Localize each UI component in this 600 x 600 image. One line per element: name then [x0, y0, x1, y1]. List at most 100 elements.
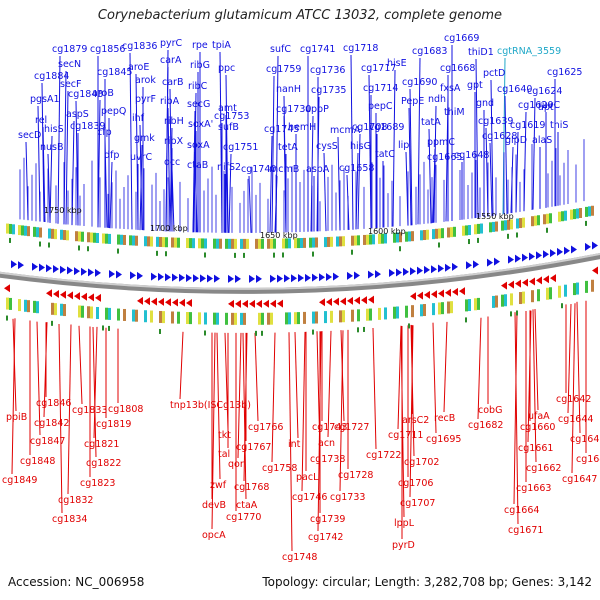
reverse-feature-block: [267, 312, 270, 325]
forward-gene-arrow: [466, 261, 472, 270]
forward-gene-label: uppP: [305, 104, 329, 115]
forward-gene-arrow: [11, 260, 17, 269]
forward-feature-block: [90, 232, 93, 243]
forward-feature-block: [81, 231, 84, 242]
forward-gene-label: sufC: [270, 44, 291, 55]
reverse-gene-arrow: [347, 296, 353, 305]
kbp-marker-1550: 1550 kbp: [476, 212, 514, 221]
forward-gene-label: cg1736: [310, 65, 345, 76]
reverse-connector-line: [271, 332, 276, 463]
forward-connector-line: [408, 107, 412, 226]
reverse-feature-block: [204, 312, 207, 325]
forward-gene-label: alaS: [532, 135, 552, 146]
forward-gene-arrow: [228, 274, 234, 283]
kbp-markers: 1750 kbp 1700 kbp 1650 kbp 1600 kbp 1550…: [44, 206, 514, 240]
forward-connector-line: [271, 75, 275, 233]
forward-gene-arrow: [74, 267, 80, 276]
forward-feature-block: [267, 238, 270, 249]
forward-feature-block: [189, 238, 192, 249]
reverse-gene-label: arsC2: [402, 415, 429, 426]
reverse-connector-line: [93, 326, 98, 439]
forward-gene-arrow: [543, 250, 549, 259]
forward-feature-block: [162, 237, 165, 248]
forward-gene-arrow: [256, 274, 262, 283]
forward-gene-label: secG: [187, 99, 210, 110]
forward-feature-block: [300, 238, 303, 248]
reverse-gene-arrow: [74, 292, 80, 301]
reverse-gene-label: cg1808: [108, 404, 143, 415]
reverse-connector-line: [254, 332, 259, 422]
forward-gene-label: PepE: [401, 96, 424, 107]
forward-gene-arrow: [319, 273, 325, 282]
forward-gene-label: cg1740: [241, 164, 276, 175]
reverse-feature-block: [510, 293, 513, 306]
forward-connector-line: [104, 138, 108, 228]
reverse-feature-block: [87, 306, 90, 319]
reverse-gene-arrow: [172, 298, 178, 307]
forward-feature-block: [93, 232, 96, 243]
forward-gene-arrow: [564, 246, 570, 255]
reverse-gene-arrow: [515, 279, 521, 288]
reverse-gene-label: tkt: [218, 430, 231, 441]
reverse-connector-line: [327, 330, 332, 438]
reverse-connector-line: [443, 321, 448, 413]
reverse-feature-block: [258, 312, 261, 325]
reverse-connector-line: [36, 321, 41, 436]
forward-gene-label: ndh: [428, 94, 446, 105]
reverse-connector-lines: [11, 300, 587, 552]
reverse-gene-arrow: [424, 290, 430, 299]
reverse-gene-label: cg1711: [388, 430, 423, 441]
reverse-feature-block: [117, 308, 120, 321]
reverse-connector-line: [58, 323, 63, 514]
reverse-connector-line: [11, 318, 16, 475]
reverse-gene-label: cg1733: [330, 492, 365, 503]
forward-feature-block: [297, 238, 300, 249]
forward-feature-block: [378, 233, 381, 244]
reverse-gene-arrow: [256, 299, 262, 308]
forward-gene-arrow: [32, 262, 38, 271]
forward-feature-block: [426, 229, 429, 240]
forward-feature-block: [213, 238, 216, 249]
forward-feature-block: [372, 234, 375, 245]
reverse-gene-label: cg1822: [86, 458, 121, 469]
forward-gene-label: ribA: [160, 96, 180, 107]
forward-feature-block: [285, 238, 288, 249]
reverse-gene-arrow: [326, 298, 332, 307]
reverse-connector-line: [211, 332, 216, 530]
forward-gene-arrow: [312, 273, 318, 282]
forward-feature-block: [219, 238, 222, 249]
reverse-connector-line: [372, 328, 377, 450]
reverse-gene-label: cg1849: [2, 475, 37, 486]
reverse-gene-label: cg1770: [226, 512, 261, 523]
forward-gene-label: nusB: [40, 142, 64, 153]
forward-feature-block: [324, 237, 327, 248]
reverse-feature-block: [234, 312, 237, 325]
forward-gene-arrow: [200, 274, 206, 283]
forward-feature-block: [591, 205, 594, 216]
forward-feature-block: [408, 231, 411, 242]
reverse-feature-block: [438, 302, 441, 315]
forward-gene-label: cg1879: [52, 44, 87, 55]
reverse-gene-label: cg1702: [404, 457, 439, 468]
forward-gene-arrow: [305, 273, 311, 282]
forward-feature-block: [165, 237, 168, 248]
reverse-feature-block: [474, 298, 477, 311]
gc-marker: [510, 311, 512, 317]
forward-gene-label: ribG: [190, 60, 210, 71]
reverse-feature-block: [405, 305, 408, 318]
gc-marker: [204, 252, 206, 258]
forward-gene-arrow: [550, 249, 556, 258]
reverse-gene-arrow: [354, 296, 360, 305]
forward-feature-block: [105, 233, 108, 244]
reverse-connector-line: [409, 325, 414, 498]
forward-connector-line: [490, 79, 494, 217]
reverse-gene-label: cg1834: [52, 514, 87, 525]
gc-marker: [516, 232, 518, 238]
reverse-feature-block: [240, 312, 243, 325]
forward-gene-label: uvrC: [130, 152, 153, 163]
gc-marker: [204, 330, 206, 336]
forward-feature-block: [117, 234, 120, 245]
forward-gene-label: cg1759: [266, 64, 301, 75]
reverse-gene-label: cobG: [478, 405, 502, 416]
